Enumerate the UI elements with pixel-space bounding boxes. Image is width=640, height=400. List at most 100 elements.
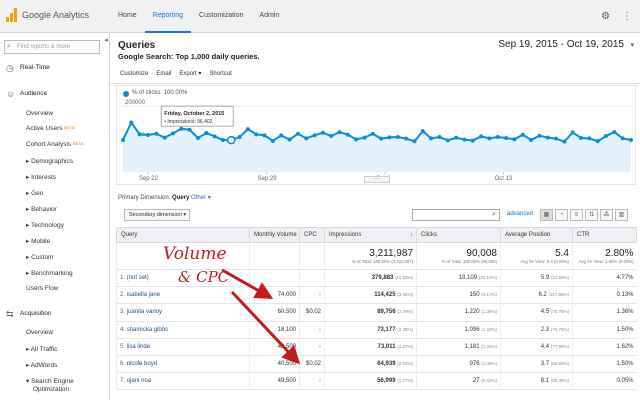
- app-logo[interactable]: Google Analytics: [6, 8, 89, 22]
- data-point: [437, 135, 442, 140]
- sidebar-item-geo[interactable]: ▸ Geo: [26, 190, 44, 197]
- cell-position: 8.1 (50.48%): [500, 372, 573, 391]
- export-button[interactable]: Export ▾: [179, 71, 202, 77]
- cell-query[interactable]: 7. ojani noa: [116, 372, 250, 391]
- data-point: [345, 132, 350, 137]
- table-row[interactable]: 3. juanita vanoy 60,500 $0.02 89,756 (2.79%…: [116, 303, 637, 322]
- sidebar-item-benchmarking[interactable]: ▸ Benchmarking: [26, 270, 73, 277]
- query-link[interactable]: (not set): [126, 275, 149, 282]
- collapse-sidebar-icon[interactable]: ◂: [104, 37, 108, 44]
- cell-impressions: 64,939 (2.02%): [324, 355, 417, 374]
- data-point: [270, 138, 275, 143]
- sidebar-item-behavior[interactable]: ▸ Behavior: [26, 206, 57, 213]
- email-button[interactable]: Email: [156, 71, 172, 77]
- sidebar-item-seo-line2[interactable]: Optimization: [33, 386, 70, 393]
- secondary-dimension-dropdown[interactable]: Secondary dimension ▾: [124, 209, 190, 221]
- term-cloud-icon[interactable]: ⁂: [600, 209, 613, 221]
- cell-query[interactable]: 2. isabella jane: [116, 286, 250, 305]
- nav-admin[interactable]: Admin: [259, 12, 280, 19]
- position-pct: (117.65%): [548, 292, 569, 298]
- cell-query[interactable]: 5. lisa linde: [116, 338, 250, 356]
- sidebar-item-mobile[interactable]: ▸ Mobile: [26, 238, 51, 245]
- account-menu-icon[interactable]: ⋮: [622, 11, 632, 22]
- cell-query[interactable]: 4. shamicka gibbs: [116, 321, 250, 339]
- cell-impressions: 89,756 (2.79%): [324, 303, 417, 322]
- performance-view-icon[interactable]: ≡: [570, 209, 583, 221]
- total-clicks-sub: % of Total: 100.00% (90,008): [441, 259, 497, 264]
- sidebar-item-active-users[interactable]: Active Users BETA: [26, 125, 74, 132]
- col-average-position[interactable]: Average Position: [500, 227, 573, 243]
- report-search-input[interactable]: ⌕ Find reports & more: [4, 40, 100, 54]
- cell-query[interactable]: 1. (not set): [116, 269, 250, 288]
- sidebar-item-cohort[interactable]: Cohort Analysis BETA: [26, 141, 83, 148]
- primary-dimension-label: Primary Dimension:: [118, 195, 171, 201]
- sidebar-item-realtime[interactable]: Real-Time: [20, 64, 50, 71]
- sidebar-item-technology[interactable]: ▸ Technology: [26, 222, 64, 229]
- y-tick-label: 200000: [125, 100, 146, 106]
- other-dimension-link[interactable]: Other ▾: [191, 195, 211, 201]
- query-link[interactable]: lisa linde: [126, 343, 151, 350]
- sidebar-item-custom[interactable]: ▸ Custom: [26, 254, 54, 261]
- col-monthly-volume[interactable]: Monthly Volume: [249, 227, 300, 243]
- position-pct: (50.48%): [550, 378, 569, 384]
- table-header-row: Query Monthly Volume CPC Impressions ↓ Cl…: [116, 227, 637, 243]
- sidebar-item-all-traffic[interactable]: ▸ All Traffic: [26, 346, 58, 353]
- table-row[interactable]: 7. ojani noa 49,500-56,999 (1.77%) 27 (0.0…: [116, 372, 637, 391]
- cell-query[interactable]: 3. juanita vanoy: [116, 303, 250, 322]
- total-impressions-value: 3,211,987: [369, 248, 413, 259]
- cell-cpc: -: [299, 321, 325, 339]
- nav-home[interactable]: Home: [118, 12, 137, 19]
- col-clicks[interactable]: Clicks: [416, 227, 501, 243]
- advanced-filter-link[interactable]: advanced: [507, 211, 534, 217]
- query-link[interactable]: shamicka gibbs: [126, 326, 169, 333]
- col-impressions[interactable]: Impressions ↓: [324, 227, 417, 243]
- impressions-pct: (2.27%): [397, 343, 413, 349]
- chart-resize-handle[interactable]: ···: [364, 176, 390, 183]
- position-pct: (78.75%): [550, 309, 569, 315]
- table-row[interactable]: 4. shamicka gibbs 18,100-73,177 (2.28%) 1,…: [116, 321, 637, 339]
- search-icon[interactable]: ⌕: [492, 211, 496, 218]
- col-cpc[interactable]: CPC: [299, 227, 325, 243]
- col-ctr[interactable]: CTR: [572, 227, 637, 243]
- table-filter-input[interactable]: [412, 209, 500, 221]
- sidebar-item-users-flow[interactable]: Users Flow: [26, 285, 59, 292]
- pie-view-icon[interactable]: ◔: [555, 209, 568, 221]
- sidebar-item-acquisition[interactable]: Acquisition: [20, 310, 52, 317]
- nav-customization[interactable]: Customization: [199, 12, 244, 19]
- cell-position: 5.9 (11.50%): [500, 269, 573, 288]
- query-link[interactable]: ojani noa: [126, 378, 152, 385]
- chevron-down-icon[interactable]: ▾: [630, 42, 634, 49]
- query-link[interactable]: isabella jane: [126, 292, 161, 299]
- analytics-logo-icon: [6, 8, 18, 22]
- sidebar-item-audience[interactable]: Audience: [20, 90, 48, 97]
- customize-button[interactable]: Customize: [120, 71, 149, 77]
- table-row[interactable]: 6. nicole boyd 40,500 $0.02 64,939 (2.02%) 9…: [116, 355, 637, 374]
- sidebar-item-acq-overview[interactable]: Overview: [26, 329, 54, 336]
- audience-people-icon: ☺: [6, 89, 16, 99]
- date-range-picker[interactable]: Sep 19, 2015 - Oct 19, 2015: [498, 39, 624, 50]
- table-row[interactable]: 5. lisa linde 49,500-73,011 (2.27%) 1,181 …: [116, 338, 637, 356]
- sidebar-item-interests[interactable]: ▸ Interests: [26, 174, 57, 181]
- table-view-icon[interactable]: ▦: [540, 209, 553, 221]
- clicks-value: 976: [469, 361, 480, 368]
- shortcut-button[interactable]: Shortcut: [209, 71, 232, 77]
- custom-label: Custom: [31, 254, 54, 261]
- query-link[interactable]: juanita vanoy: [126, 309, 163, 316]
- sidebar-item-overview[interactable]: Overview: [26, 110, 54, 117]
- nav-reporting[interactable]: Reporting: [144, 0, 192, 33]
- settings-gear-icon[interactable]: ⚙: [601, 11, 610, 22]
- comparison-view-icon[interactable]: ⇅: [585, 209, 598, 221]
- sidebar-item-adwords[interactable]: ▸ AdWords: [26, 362, 58, 369]
- table-row[interactable]: 1. (not set) 379,883 (11.83%) 18,109 (20.1…: [116, 269, 637, 288]
- cell-position: 2.3 (76.75%): [500, 321, 573, 339]
- data-point: [379, 136, 384, 141]
- pivot-view-icon[interactable]: ▥: [615, 209, 628, 221]
- sidebar: ⌕ Find reports & more ◂ ◷ Real-Time ☺ Au…: [0, 33, 110, 400]
- sidebar-item-seo[interactable]: ▾ Search Engine: [26, 378, 74, 385]
- table-row[interactable]: 2. isabella jane 74,000-114,425 (3.56%) 15…: [116, 286, 637, 305]
- cell-query[interactable]: 6. nicole boyd: [116, 355, 250, 374]
- col-query[interactable]: Query: [116, 227, 250, 243]
- query-link[interactable]: nicole boyd: [126, 361, 158, 368]
- sidebar-item-demographics[interactable]: ▸ Demographics: [26, 158, 73, 165]
- primary-dimension-value[interactable]: Query: [172, 195, 190, 201]
